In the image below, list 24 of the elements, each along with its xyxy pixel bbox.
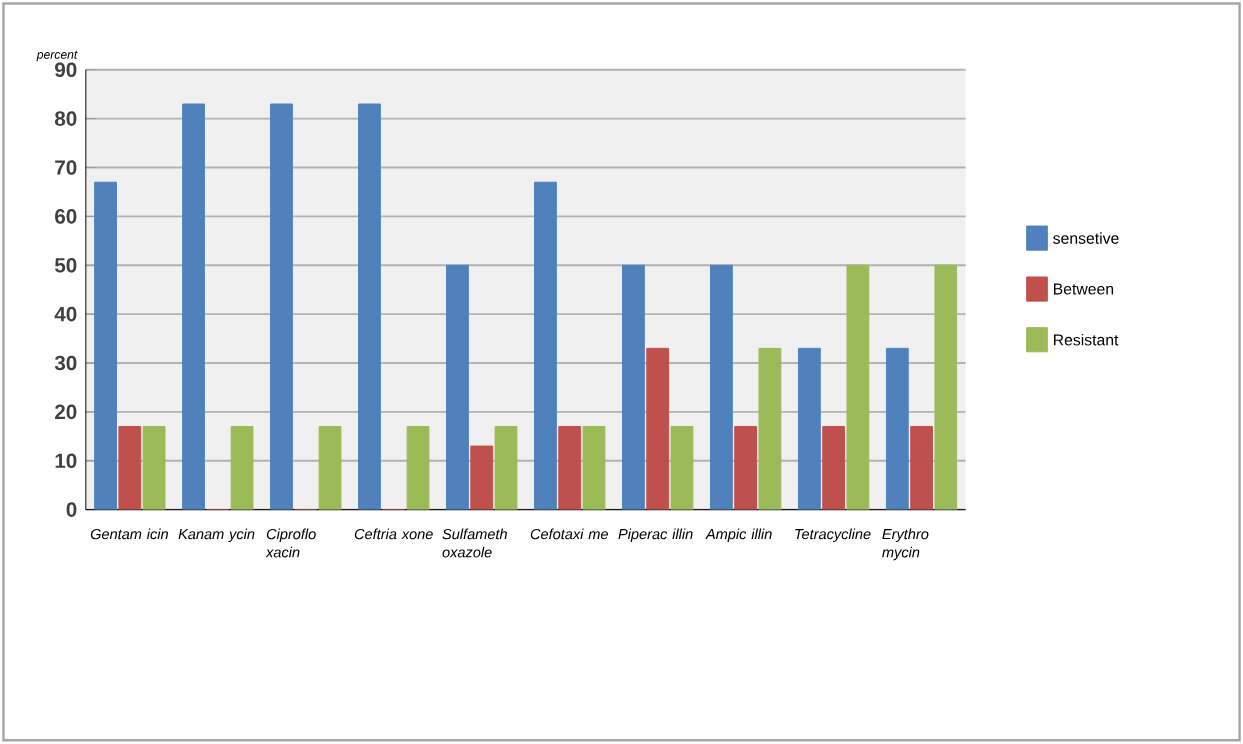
x-tick-label: Ceftria xone [354, 528, 433, 540]
x-tick-label: Piperac illin [618, 528, 693, 543]
y-tick-label: 70 [55, 160, 77, 175]
y-tick-label: 20 [55, 404, 77, 420]
x-tick-label: Kanam ycin [178, 528, 255, 543]
x-tick-label: Ciproflo xacin [265, 528, 316, 558]
y-tick-label: 80 [54, 111, 77, 127]
legend-label: sensetive [1053, 232, 1119, 245]
x-tick-label: Ampic illin [705, 528, 772, 543]
x-tick-label: Cefotaxi me [530, 528, 608, 540]
y-tick-label: 60 [55, 209, 77, 224]
x-tick-label: Erythro mycin [882, 528, 929, 561]
y-tick-label: 30 [54, 355, 77, 371]
y-tick-label: 10 [55, 453, 77, 469]
y-tick-label: 0 [66, 502, 77, 518]
y-tick-label: 50 [54, 258, 77, 273]
legend-label: Between [1053, 283, 1114, 295]
x-tick-label: Tetracycline [795, 528, 871, 543]
x-tick-label: Gentam icin [90, 528, 168, 540]
y-axis-title: percent [36, 50, 78, 62]
y-tick-label: 40 [54, 306, 77, 322]
y-tick-label: 90 [55, 62, 77, 78]
x-tick-label: Sulfameth oxazole [442, 528, 507, 558]
legend-label: Resistant [1053, 334, 1119, 346]
